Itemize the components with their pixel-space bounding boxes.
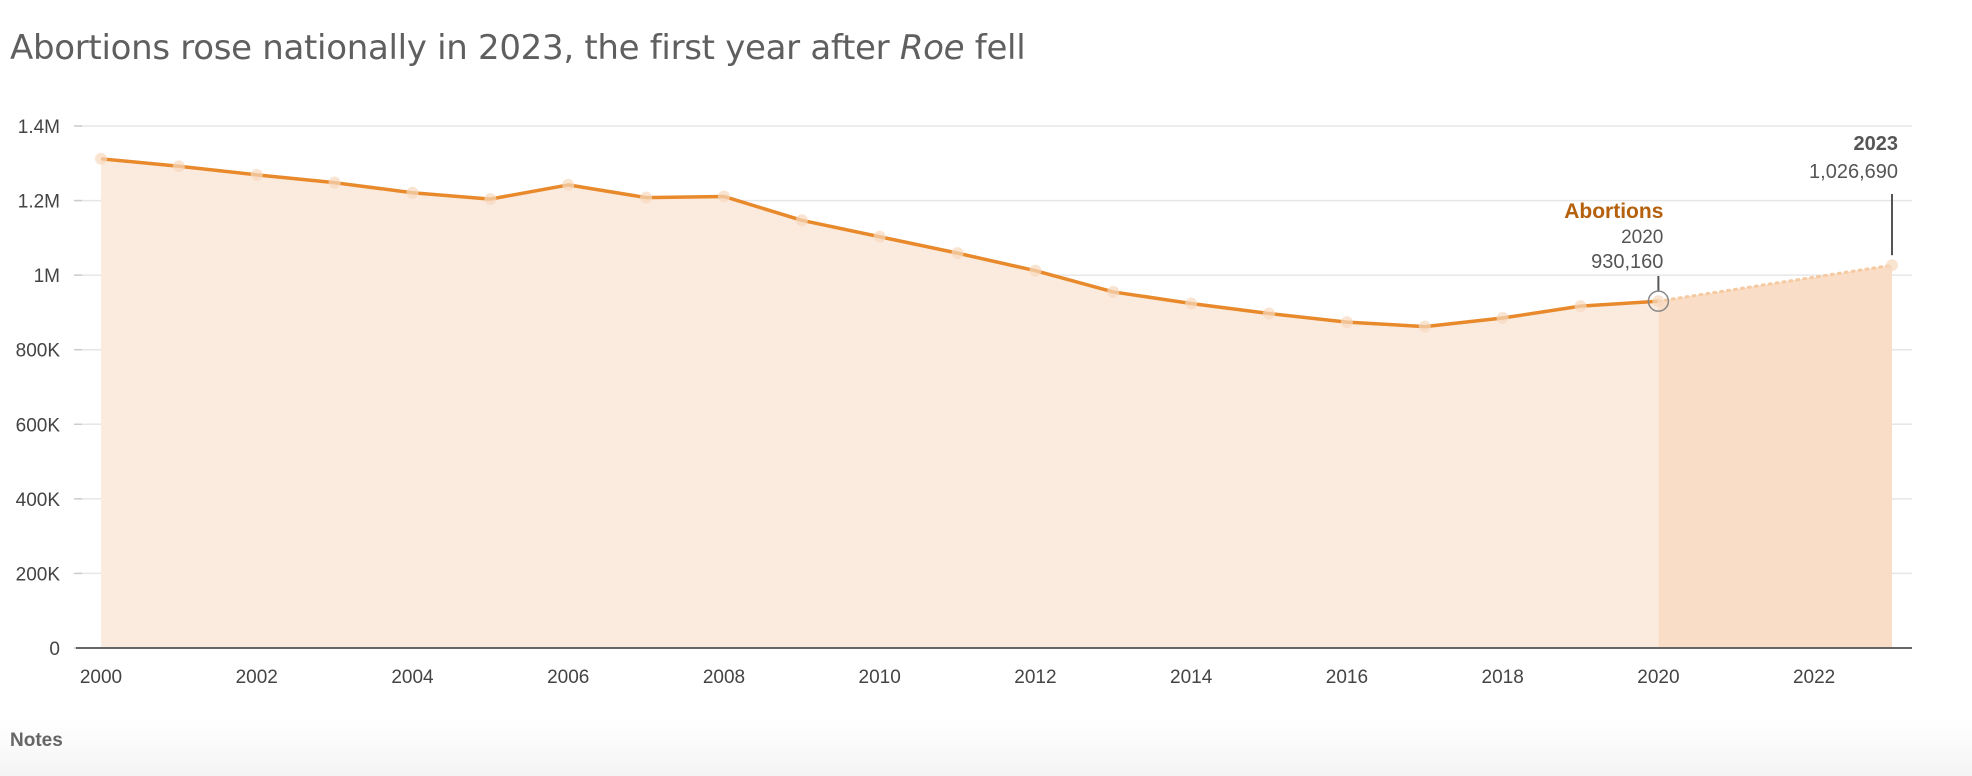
annotation-2023-value: 1,026,690 xyxy=(1809,161,1898,183)
y-tick-label: 1M xyxy=(34,266,60,287)
x-tick-label: 2004 xyxy=(391,667,434,688)
data-point xyxy=(1263,307,1276,320)
data-point xyxy=(1418,320,1431,333)
y-axis: 0 200K 400K 600K 800K 1M 1.2M 1.4M xyxy=(16,117,82,660)
x-tick-label: 2008 xyxy=(703,667,745,688)
data-point xyxy=(1574,300,1587,313)
x-axis: 2000 2002 2004 2006 2008 2010 2012 2014 2016 2018… xyxy=(76,647,1912,688)
data-point xyxy=(95,152,107,165)
data-point xyxy=(873,230,886,243)
data-point xyxy=(484,193,497,206)
notes-section: Notes xyxy=(0,720,1972,776)
y-tick-label: 800K xyxy=(16,341,61,362)
x-tick-label: 2006 xyxy=(547,667,589,688)
x-tick-label: 2002 xyxy=(236,667,278,688)
data-point xyxy=(406,186,419,199)
data-point xyxy=(717,190,730,203)
data-point xyxy=(328,176,341,189)
y-tick-label: 400K xyxy=(16,490,61,511)
x-tick-label: 2016 xyxy=(1326,667,1368,688)
x-tick-label: 2010 xyxy=(859,667,901,688)
y-tick-label: 1.4M xyxy=(18,117,60,138)
data-point xyxy=(562,178,575,191)
hover-point-marker[interactable] xyxy=(1647,290,1670,312)
data-point xyxy=(1185,297,1198,310)
data-point xyxy=(951,247,964,260)
tooltip-year: 2020 xyxy=(1621,227,1663,248)
x-tick-label: 2012 xyxy=(1014,667,1056,688)
data-point xyxy=(1107,285,1120,298)
data-point xyxy=(1029,264,1042,277)
data-point xyxy=(795,214,808,227)
tooltip-value: 930,160 xyxy=(1591,251,1663,273)
data-point xyxy=(172,160,185,173)
area-projected xyxy=(1658,265,1892,648)
data-point xyxy=(1340,316,1353,329)
annotation-2023-year: 2023 xyxy=(1854,133,1899,155)
data-point xyxy=(250,168,263,181)
tooltip-series-label: Abortions xyxy=(1564,200,1663,223)
series-line xyxy=(95,152,1898,333)
area-historical xyxy=(101,158,1659,648)
x-tick-label: 2018 xyxy=(1482,667,1524,688)
data-point xyxy=(1652,295,1665,308)
data-point xyxy=(640,191,653,204)
data-point xyxy=(1496,312,1509,325)
x-tick-label: 2022 xyxy=(1793,667,1835,688)
y-tick-label: 200K xyxy=(16,564,61,585)
line-projected xyxy=(1656,263,1894,303)
notes-heading[interactable]: Notes xyxy=(10,730,63,751)
y-tick-label: 0 xyxy=(49,639,60,660)
x-tick-label: 2014 xyxy=(1170,667,1213,688)
x-tick-label: 2000 xyxy=(80,667,122,688)
chart-title: Abortions rose nationally in 2023, the f… xyxy=(10,28,1026,68)
annotations: 2023 1,026,690 Abortions 2020 930,160 xyxy=(1564,133,1899,312)
area-fill xyxy=(101,158,1892,648)
data-point xyxy=(1886,259,1898,272)
chart: 0 200K 400K 600K 800K 1M 1.2M 1.4M 2000 2002 2004… xyxy=(16,117,1912,688)
y-tick-label: 1.2M xyxy=(18,192,60,213)
x-tick-label: 2020 xyxy=(1637,667,1679,688)
y-tick-label: 600K xyxy=(16,415,61,436)
